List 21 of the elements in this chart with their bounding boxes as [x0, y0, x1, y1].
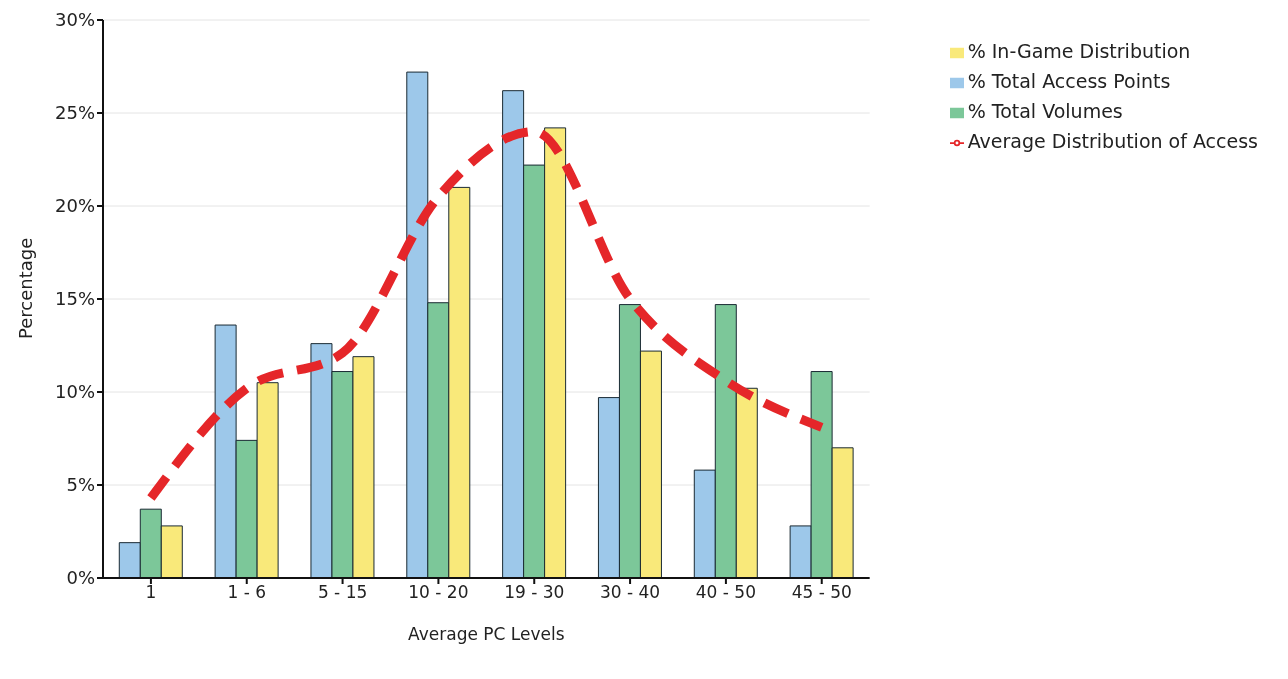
x-tick-label: 10 - 20: [408, 582, 469, 603]
y-tick-label: 20%: [54, 195, 95, 217]
legend-label: % In-Game Distribution: [967, 40, 1191, 62]
y-axis-title: Percentage: [15, 237, 37, 339]
x-tick-label: 1: [145, 582, 157, 603]
x-tick-label: 40 - 50: [695, 582, 757, 603]
y-tick-label: 25%: [54, 102, 95, 124]
x-axis-title: Average PC Levels: [408, 624, 565, 644]
legend-label: Average Distribution of Access: [967, 130, 1258, 152]
x-tick-label: 5 - 15: [317, 582, 368, 603]
y-tick-label: 15%: [54, 288, 95, 310]
y-tick-label: 30%: [54, 9, 95, 31]
x-tick-label: 1 - 6: [227, 582, 267, 603]
y-tick-label: 5%: [66, 474, 95, 496]
x-tick-label: 19 - 30: [504, 582, 565, 603]
legend-label: % Total Volumes: [967, 100, 1123, 122]
legend-label: % Total Access Points: [967, 70, 1171, 92]
x-tick-label: 30 - 40: [599, 582, 661, 603]
y-tick-label: 0%: [66, 567, 95, 589]
x-tick-label: 45 - 50: [791, 582, 852, 603]
y-tick-label: 10%: [54, 381, 95, 403]
